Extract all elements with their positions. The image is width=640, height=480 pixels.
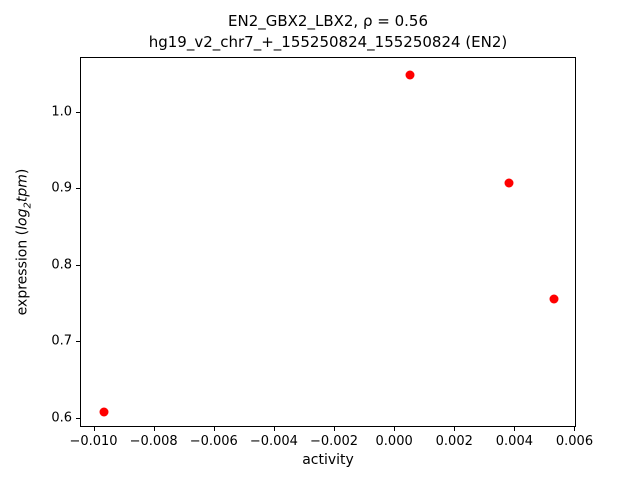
y-axis-label: expression (log2tpm) xyxy=(15,169,34,316)
y-axis-label-prefix: expression ( xyxy=(14,229,31,316)
y-tick-mark xyxy=(76,188,80,190)
y-tick-label: 0.6 xyxy=(51,410,72,426)
data-point xyxy=(99,407,109,417)
x-tick-label: −0.004 xyxy=(249,434,298,449)
y-tick-label: 0.9 xyxy=(51,180,72,196)
x-tick-mark xyxy=(273,427,275,431)
x-tick-mark xyxy=(514,427,516,431)
x-tick-label: 0.000 xyxy=(375,434,413,449)
x-tick-label: 0.002 xyxy=(435,434,473,449)
x-tick-label: −0.008 xyxy=(129,434,178,449)
y-tick-label: 1.0 xyxy=(51,104,72,120)
y-tick-mark xyxy=(76,112,80,114)
chart-title-line2: hg19_v2_chr7_+_155250824_155250824 (EN2) xyxy=(148,33,508,51)
x-tick-label: −0.006 xyxy=(189,434,238,449)
y-tick-mark xyxy=(76,341,80,343)
x-tick-label: 0.006 xyxy=(555,434,594,449)
x-tick-mark xyxy=(574,427,576,431)
chart-title-line1: EN2_GBX2_LBX2, ρ = 0.56 xyxy=(227,12,429,30)
y-tick-mark xyxy=(76,417,80,419)
x-tick-label: 0.004 xyxy=(495,434,533,449)
x-axis-label: activity xyxy=(302,452,354,468)
y-tick-mark xyxy=(76,264,80,266)
x-tick-mark xyxy=(153,427,155,431)
data-point xyxy=(504,178,514,188)
y-axis-label-log: log2tpm xyxy=(14,174,34,230)
x-tick-mark xyxy=(334,427,335,431)
y-tick-label: 0.8 xyxy=(51,257,72,273)
x-tick-mark xyxy=(454,427,456,431)
data-point xyxy=(405,70,415,80)
y-tick-label: 0.7 xyxy=(51,333,72,349)
x-tick-label: −0.010 xyxy=(69,434,118,449)
x-tick-mark xyxy=(213,427,215,431)
plot-area xyxy=(80,57,576,427)
x-tick-mark xyxy=(93,427,95,431)
x-tick-mark xyxy=(394,427,396,431)
y-axis-label-close: ) xyxy=(14,168,31,175)
x-tick-label: −0.002 xyxy=(309,434,359,449)
data-point xyxy=(549,294,559,304)
